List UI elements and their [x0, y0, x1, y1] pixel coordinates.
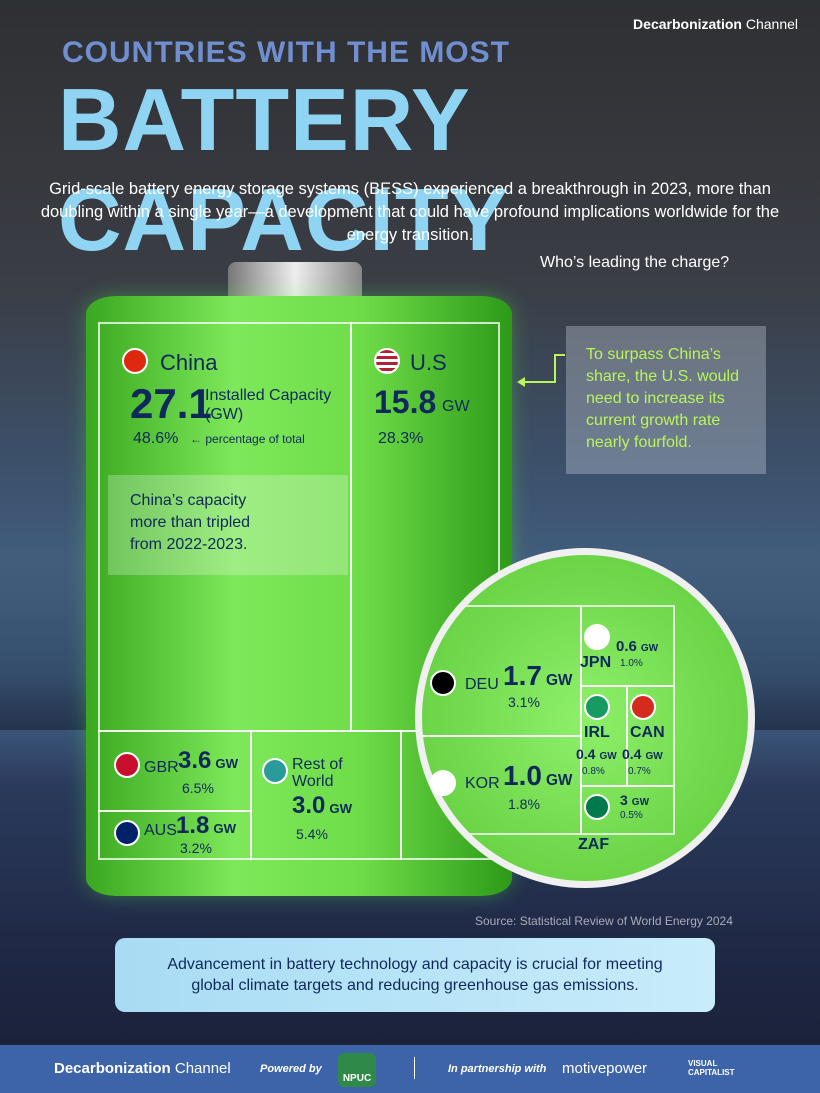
- share: 6.5%: [182, 780, 214, 796]
- npuc-logo: NPUC: [338, 1053, 376, 1087]
- country-value: 15.8: [374, 384, 437, 420]
- country-value-group: 1.8 GW: [176, 812, 236, 840]
- title-main: BATTERY CAPACITY: [58, 70, 510, 269]
- country-name: GBR: [144, 759, 179, 776]
- country-value-group: 1.7 GW: [503, 660, 572, 692]
- share: 0.8%: [582, 766, 605, 777]
- brand-bold: Decarbonization: [633, 16, 742, 32]
- country-value: 27.1: [130, 380, 212, 427]
- unit: GW: [640, 643, 659, 654]
- country-value: 1.7: [503, 660, 542, 691]
- flag: [584, 624, 610, 650]
- country-value: 3.6: [178, 747, 212, 774]
- country-value: 1.0: [503, 760, 542, 791]
- intro: Grid-scale battery energy storage system…: [40, 180, 780, 244]
- unit: Installed Capacity (GW): [205, 387, 332, 423]
- share: 3.2%: [180, 840, 212, 856]
- flag: [630, 694, 656, 720]
- motivepower-logo: motivepower: [562, 1060, 648, 1077]
- country-value: 1.8: [176, 812, 210, 839]
- unit: GW: [631, 797, 650, 808]
- country-name: JPN: [580, 654, 612, 671]
- share-note: ← percentage of total: [190, 432, 305, 446]
- callout-arrow: [517, 354, 565, 387]
- conclusion-box: Advancement in battery technology and ca…: [115, 938, 715, 1012]
- share: 0.5%: [620, 810, 643, 821]
- china-note: China’s capacity more than tripled from …: [130, 492, 251, 553]
- country-value-group: 3.6 GW: [178, 747, 238, 775]
- callout: To surpass China’s share, the U.S. would…: [586, 346, 739, 451]
- country-name: IRL: [584, 724, 610, 741]
- country-value: 3: [620, 792, 628, 808]
- share-note-text: percentage of total: [205, 432, 305, 446]
- flag: [114, 820, 140, 846]
- country-value: 3.0: [292, 792, 326, 819]
- country-value-group: 0.4 GW: [576, 746, 617, 762]
- callout-box: [566, 326, 766, 474]
- brand-light: Channel: [745, 16, 798, 32]
- country-name: AUS: [144, 822, 177, 839]
- country-value-group: 0.4 GW: [622, 746, 663, 762]
- brand: Decarbonization Channel: [633, 16, 798, 32]
- flag: [584, 694, 610, 720]
- country-value: 0.4: [622, 746, 642, 762]
- magnifier: [415, 548, 755, 888]
- conclusion: Advancement in battery technology and ca…: [167, 956, 663, 994]
- unit: GW: [442, 398, 470, 415]
- country-name: Rest of World: [292, 756, 343, 790]
- share: 1.0%: [620, 658, 643, 669]
- unit: GW: [329, 801, 353, 816]
- country-name: China: [160, 350, 218, 375]
- unit: GW: [545, 772, 573, 789]
- unit: GW: [599, 751, 617, 762]
- source: Source: Statistical Review of World Ener…: [475, 914, 733, 928]
- flag: [584, 794, 610, 820]
- country-name: KOR: [465, 775, 500, 792]
- share: 48.6%: [133, 430, 179, 447]
- country-value: 0.6: [616, 638, 637, 655]
- flag: [430, 770, 456, 796]
- country-name: U.S: [410, 350, 447, 375]
- flag: [430, 670, 456, 696]
- zaf-cell: [580, 785, 675, 835]
- battery-cap: [228, 262, 362, 302]
- country-value-group: 0.6 GW: [616, 638, 658, 655]
- note-box: [108, 475, 348, 575]
- share: 3.1%: [508, 694, 540, 710]
- country-value-group: 3 GW: [620, 792, 649, 808]
- flag: [114, 752, 140, 778]
- share: 28.3%: [378, 430, 424, 447]
- powered-by: Powered by: [260, 1063, 322, 1075]
- country-name: DEU: [465, 676, 499, 693]
- footer-brand-bold: Decarbonization: [54, 1060, 171, 1077]
- title-top: COUNTRIES WITH THE MOST: [62, 36, 510, 69]
- share: 1.8%: [508, 796, 540, 812]
- flag: [122, 348, 148, 374]
- question: Who’s leading the charge?: [540, 254, 730, 271]
- unit: GW: [213, 821, 237, 836]
- footer: Decarbonization Channel Powered by NPUC …: [0, 1045, 820, 1093]
- country-value: 0.4: [576, 746, 596, 762]
- country-value-group: 1.0 GW: [503, 760, 572, 792]
- country-name: ZAF: [578, 836, 610, 853]
- country-name: CAN: [630, 724, 665, 741]
- vc-logo: VISUAL CAPITALIST: [688, 1059, 735, 1077]
- unit: GW: [645, 751, 663, 762]
- flag: [374, 348, 400, 374]
- share: 0.7%: [628, 766, 651, 777]
- share: 5.4%: [296, 826, 328, 842]
- country-value-group: 3.0 GW: [292, 792, 352, 820]
- unit: GW: [545, 672, 573, 689]
- footer-brand-light: Channel: [174, 1060, 231, 1077]
- unit: GW: [215, 756, 239, 771]
- flag: [262, 758, 288, 784]
- divider: [414, 1057, 415, 1079]
- partner: In partnership with: [448, 1063, 547, 1075]
